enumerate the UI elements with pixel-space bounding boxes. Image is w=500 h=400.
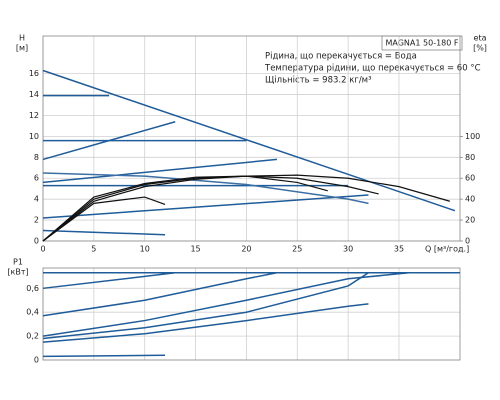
chart-title: MAGNA1 50-180 F xyxy=(385,39,458,48)
y-tick-label: 16 xyxy=(29,69,39,78)
curve xyxy=(42,121,176,161)
annotation: Рідина, що перекачується = Вода xyxy=(265,52,417,62)
y-tick-label: 14 xyxy=(29,90,39,99)
x-tick-label: 30 xyxy=(343,245,353,254)
curve xyxy=(42,272,410,337)
annotation: Температура рідини, що перекачується = 6… xyxy=(264,64,481,74)
y-tick-label: 0 xyxy=(34,356,39,365)
y2-tick-label: 40 xyxy=(465,195,475,204)
y2-tick-label: 20 xyxy=(465,216,475,225)
y-tick-label: 10 xyxy=(29,132,39,141)
curve xyxy=(42,272,369,340)
annotation: Щільність = 983.2 кг/м³ xyxy=(265,76,372,86)
y-tick-label: 8 xyxy=(34,153,39,162)
curve xyxy=(42,229,166,236)
curve xyxy=(42,172,369,205)
plot-frame xyxy=(42,35,461,242)
y2-unit: [%] xyxy=(473,44,487,53)
x-tick-label: 20 xyxy=(241,245,251,254)
x-tick-label: 15 xyxy=(190,245,200,254)
y-tick-label: 0,6 xyxy=(26,284,39,293)
curve xyxy=(42,272,176,290)
plot-frame xyxy=(42,267,461,361)
y-unit: [м] xyxy=(16,44,28,53)
x-tick-label: 25 xyxy=(292,245,302,254)
y2-tick-label: 60 xyxy=(465,174,475,183)
x-tick-label: 0 xyxy=(40,245,45,254)
y-tick-label: 2 xyxy=(34,216,39,225)
x-tick-label: 10 xyxy=(140,245,150,254)
y-tick-label: 0 xyxy=(34,237,39,246)
y2-tick-label: 0 xyxy=(465,237,470,246)
x-tick-label: 5 xyxy=(91,245,96,254)
y-tick-label: 6 xyxy=(34,174,39,183)
y-label: P1 xyxy=(13,258,23,267)
curve xyxy=(42,194,369,219)
curve xyxy=(42,354,166,358)
x-tick-label: 35 xyxy=(394,245,404,254)
y2-tick-label: 100 xyxy=(465,132,480,141)
y-label: H xyxy=(19,34,25,43)
x-label: Q [м³/год.] xyxy=(425,245,469,254)
curve xyxy=(42,175,328,242)
y-tick-label: 12 xyxy=(29,111,39,120)
curve xyxy=(42,272,278,317)
y2-label: eta xyxy=(474,34,487,43)
curve xyxy=(42,69,456,212)
y2-tick-label: 80 xyxy=(465,153,475,162)
y-tick-label: 4 xyxy=(34,195,39,204)
curve xyxy=(42,303,369,343)
y-unit: [кВт] xyxy=(7,268,28,277)
y-tick-label: 0,2 xyxy=(26,332,39,341)
y-tick-label: 0,4 xyxy=(26,308,39,317)
curve xyxy=(42,196,166,242)
curve xyxy=(42,158,278,184)
